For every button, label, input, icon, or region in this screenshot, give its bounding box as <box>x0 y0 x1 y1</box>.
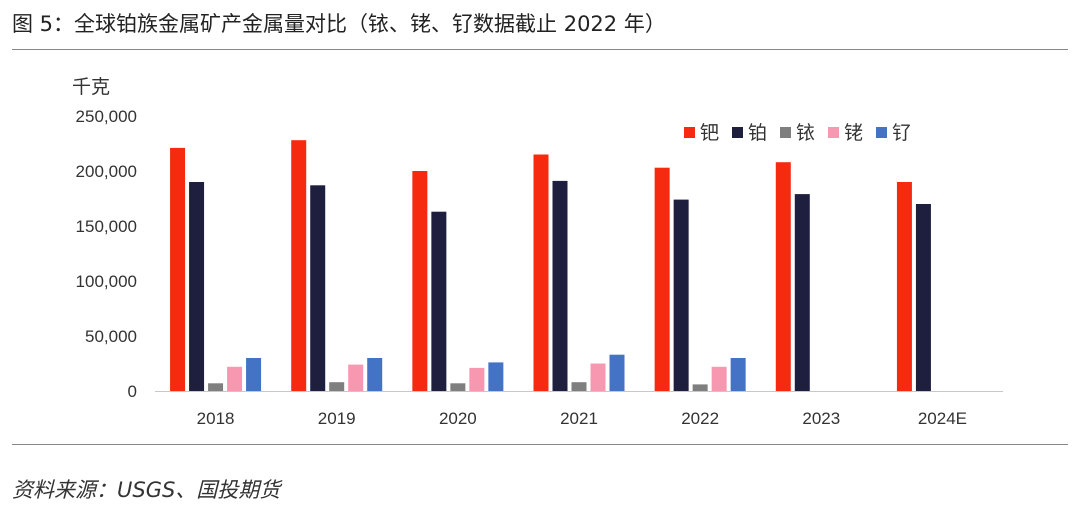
bar-2018-0 <box>170 147 186 391</box>
bar-2023-1 <box>794 194 810 391</box>
legend-label: 铂 <box>748 122 767 144</box>
bar-2021-3 <box>590 363 606 391</box>
y-tick-label: 50,000 <box>85 327 137 346</box>
x-axis-ticks: 2018 2019 2020 2021 2022 2023 2024E <box>197 409 967 428</box>
x-tick-label: 2021 <box>560 409 598 428</box>
bar-2019-4 <box>367 358 383 391</box>
legend-swatch <box>732 127 743 138</box>
bar-2020-4 <box>488 362 504 391</box>
bar-2018-4 <box>246 358 262 391</box>
bar-2019-0 <box>291 140 307 391</box>
legend-label: 钌 <box>892 122 911 144</box>
bar-2020-3 <box>469 367 485 391</box>
bar-marks <box>170 140 931 391</box>
legend-swatch <box>780 127 791 138</box>
x-tick-label: 2023 <box>802 409 840 428</box>
y-tick-label: 150,000 <box>76 217 137 236</box>
legend-swatch <box>876 127 887 138</box>
x-tick-label: 2024E <box>918 409 967 428</box>
source-divider <box>12 444 1068 445</box>
bar-2019-3 <box>348 364 364 391</box>
chart-legend: 钯铂铱铑钌 <box>684 122 911 144</box>
y-tick-label: 100,000 <box>76 272 137 291</box>
bar-2022-0 <box>654 167 670 391</box>
bar-2023-0 <box>775 162 791 391</box>
bar-2022-1 <box>673 199 689 391</box>
bar-2021-1 <box>552 180 568 391</box>
legend-swatch <box>684 127 695 138</box>
bar-2022-2 <box>692 384 708 391</box>
y-axis-ticks: 0 50,000 100,000 150,000 200,000 250,000 <box>76 107 137 401</box>
bar-2021-0 <box>533 154 549 391</box>
x-tick-label: 2020 <box>439 409 477 428</box>
x-tick-label: 2019 <box>318 409 356 428</box>
bar-2022-3 <box>711 366 727 391</box>
y-tick-label: 0 <box>128 382 137 401</box>
bar-2019-2 <box>329 382 345 391</box>
bar-2018-2 <box>208 383 224 391</box>
bar-2019-1 <box>310 185 326 391</box>
y-tick-label: 250,000 <box>76 107 137 126</box>
source-note: 资料来源：USGS、国投期货 <box>12 478 281 502</box>
bar-2020-0 <box>412 171 428 391</box>
legend-label: 铑 <box>844 122 863 144</box>
bar-2018-1 <box>189 182 205 391</box>
figure-title: 图 5：全球铂族金属矿产金属量对比（铱、铑、钌数据截止 2022 年） <box>12 12 666 36</box>
y-axis-unit-label: 千克 <box>72 76 111 98</box>
legend-label: 钯 <box>700 122 719 144</box>
x-tick-label: 2022 <box>681 409 719 428</box>
x-tick-label: 2018 <box>197 409 235 428</box>
legend-swatch <box>828 127 839 138</box>
bar-2018-3 <box>227 366 243 391</box>
title-divider <box>12 49 1068 50</box>
bar-2021-2 <box>571 382 587 391</box>
y-tick-label: 200,000 <box>76 162 137 181</box>
legend-label: 铱 <box>796 122 815 144</box>
bar-2021-4 <box>609 354 625 391</box>
bar-chart: 0 50,000 100,000 150,000 200,000 250,000 2018… <box>76 107 1003 428</box>
bar-2020-2 <box>450 383 466 391</box>
bar-2020-1 <box>431 211 447 391</box>
bar-2024E-0 <box>896 182 912 391</box>
bar-2024E-1 <box>915 204 931 391</box>
bar-2022-4 <box>730 358 746 391</box>
